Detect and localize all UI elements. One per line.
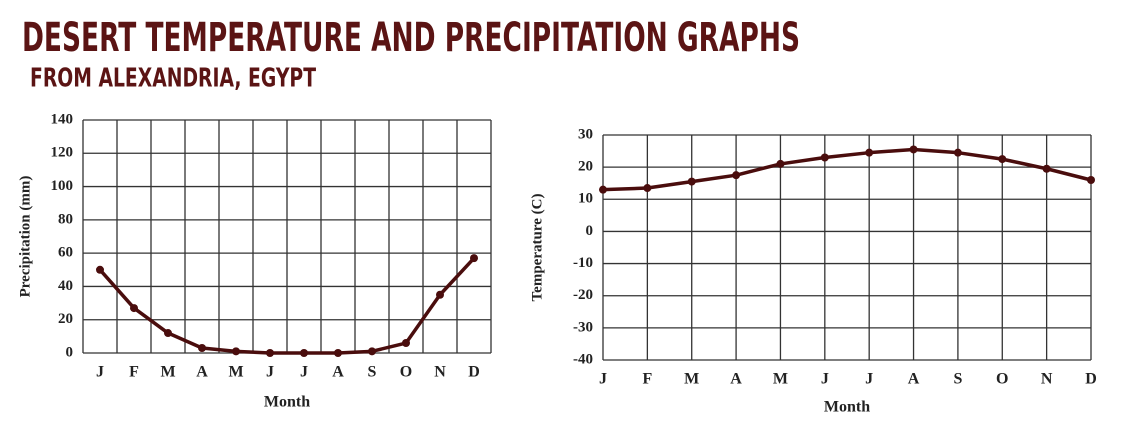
- x-tick-label: O: [400, 364, 412, 381]
- point: [998, 155, 1007, 164]
- x-tick-label: F: [129, 364, 139, 381]
- point: [96, 265, 104, 274]
- x-tick-label: M: [160, 364, 175, 381]
- x-tick-label: F: [642, 371, 652, 388]
- x-tick-label: D: [468, 364, 480, 381]
- x-tick-label: M: [684, 371, 699, 388]
- x-tick-label: A: [332, 364, 344, 381]
- x-tick-label: J: [96, 364, 104, 381]
- y-tick-label: 20: [578, 159, 593, 175]
- x-tick-label: J: [599, 371, 607, 388]
- point: [1042, 164, 1051, 173]
- y-axis-label: Temperature (C): [529, 194, 545, 302]
- y-tick-label: 100: [51, 178, 74, 194]
- x-tick-label: A: [908, 371, 920, 388]
- x-tick-label: M: [228, 364, 243, 381]
- point: [470, 254, 478, 263]
- point: [232, 347, 240, 356]
- x-tick-label: M: [773, 371, 788, 388]
- x-tick-label: N: [434, 364, 446, 381]
- x-tick-label: D: [1085, 371, 1097, 388]
- point: [436, 290, 444, 299]
- x-axis-label: Month: [264, 394, 310, 411]
- y-tick-label: 30: [578, 126, 593, 142]
- x-tick-label: J: [865, 371, 873, 388]
- point: [732, 171, 741, 180]
- line: [98, 256, 476, 355]
- x-tick-label: S: [368, 364, 377, 381]
- point: [953, 148, 962, 157]
- y-tick-label: 140: [51, 111, 74, 127]
- x-axis-label: Month: [824, 399, 870, 416]
- title: DESERT TEMPERATURE AND PRECIPITATION GRA…: [22, 15, 800, 61]
- point: [776, 159, 785, 168]
- point: [820, 153, 829, 162]
- x-tick-label: J: [266, 364, 274, 381]
- point: [687, 177, 696, 186]
- point: [865, 148, 874, 157]
- x-tick-label: O: [996, 371, 1008, 388]
- point: [1087, 176, 1095, 184]
- y-tick-label: 80: [58, 211, 73, 227]
- point: [300, 349, 308, 357]
- point: [130, 304, 138, 313]
- y-tick-label: 20: [58, 311, 73, 327]
- x-tick-label: N: [1041, 371, 1053, 388]
- y-tick-label: 40: [58, 278, 73, 294]
- y-tick-label: 60: [58, 245, 73, 261]
- x-tick-label: J: [300, 364, 308, 381]
- point: [334, 349, 342, 357]
- x-tick-label: S: [953, 371, 962, 388]
- y-tick-label: -20: [573, 287, 593, 303]
- y-tick-label: 120: [51, 145, 74, 161]
- point: [368, 347, 376, 356]
- line: [602, 147, 1092, 192]
- point: [643, 184, 652, 193]
- point: [909, 145, 918, 154]
- point: [402, 339, 410, 348]
- point: [599, 185, 607, 194]
- y-tick-label: -10: [573, 255, 593, 271]
- x-tick-label: J: [821, 371, 829, 388]
- y-tick-label: 10: [578, 191, 593, 207]
- point: [266, 349, 274, 357]
- y-axis-label: Precipitation (mm): [17, 176, 33, 298]
- y-tick-label: -30: [573, 319, 593, 335]
- x-tick-label: A: [196, 364, 208, 381]
- y-tick-label: -40: [573, 351, 593, 367]
- point: [164, 329, 172, 338]
- y-tick-label: 0: [66, 344, 74, 360]
- x-tick-label: A: [730, 371, 742, 388]
- subtitle: FROM ALEXANDRIA, EGYPT: [30, 64, 316, 94]
- y-tick-label: 0: [586, 223, 594, 239]
- point: [198, 344, 206, 353]
